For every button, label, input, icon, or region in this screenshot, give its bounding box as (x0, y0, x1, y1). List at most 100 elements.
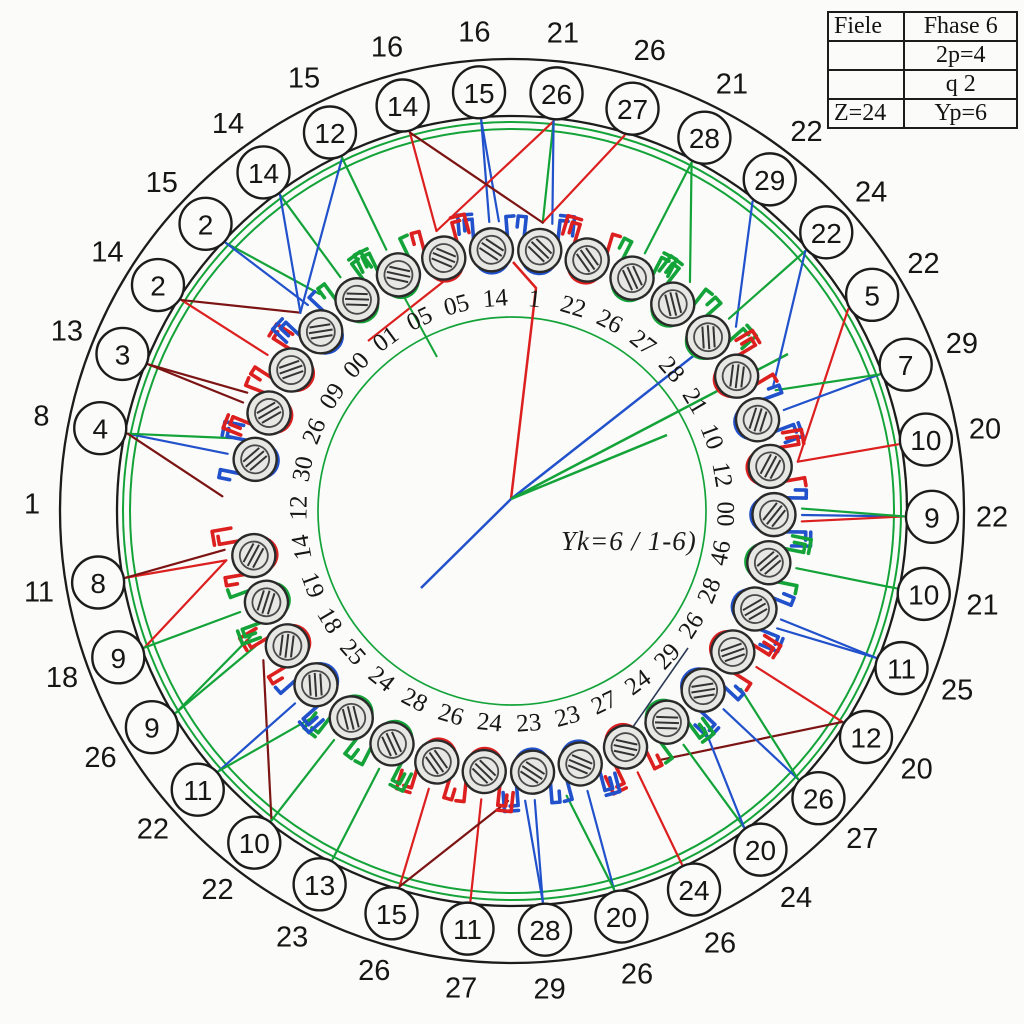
screw-head-inner (469, 756, 500, 787)
inner-number-label: 14 (482, 284, 510, 313)
screw-head-inner (421, 747, 452, 777)
outer-number-label: 14 (91, 237, 123, 269)
screw-slot-line (242, 447, 260, 463)
screw-slot-line (764, 455, 778, 478)
screw-slot-line (309, 323, 331, 329)
outer-number-label: 29 (946, 328, 978, 360)
coil-symbol (515, 213, 577, 276)
screw-slot-line (308, 674, 312, 696)
screw-slot-line (245, 450, 265, 468)
coil-hook-tip (228, 415, 242, 431)
screw-slot-line (721, 647, 745, 658)
slot-circle: 15 (451, 65, 507, 120)
slot-number-label: 26 (803, 784, 834, 815)
slot-circle-outline (178, 196, 233, 252)
screw-head-inner (717, 637, 748, 667)
screw-head-inner (693, 322, 723, 353)
slot-number-label: 9 (144, 713, 160, 744)
screw-head-inner (652, 707, 682, 738)
outer-number-label: 27 (445, 972, 477, 1004)
slot-circle-outline (70, 555, 126, 610)
coil-symbol (409, 212, 471, 283)
param-cell: Yp=6 (903, 98, 1018, 129)
coil-symbol (679, 667, 746, 740)
coil-hook-tip (409, 229, 421, 247)
coil-symbol (217, 419, 280, 483)
screw-slots (621, 265, 643, 291)
winding-wire (796, 443, 900, 463)
screw-slot-line (381, 736, 392, 757)
screw-slots (425, 749, 449, 775)
screw-slot-line (242, 543, 255, 563)
screw-slots (701, 325, 716, 350)
outer-number-label: 1 (24, 488, 40, 520)
screw-slot-line (691, 687, 716, 694)
slot-circle-outline (130, 257, 186, 313)
inner-number-label: 10 (695, 420, 729, 453)
screw-slot-line (478, 247, 499, 261)
slot-number-label: 26 (541, 79, 572, 110)
hub-phase-line (509, 261, 538, 500)
inner-number-ring: 14 1 22 26272821101200462826292427232324262… (285, 284, 738, 738)
slot-number-label: 10 (908, 579, 939, 610)
stator-outer-circle (58, 57, 966, 965)
coil-bracket (388, 772, 414, 793)
screw-slot-line (664, 294, 672, 317)
screw-slots (742, 598, 768, 621)
coil-hook-tip (792, 540, 807, 555)
inner-number-label: 27 (587, 685, 621, 720)
screw-slot-line (712, 326, 716, 348)
screw-slot-line (724, 653, 746, 663)
slot-circle: 20 (594, 889, 649, 944)
winding-wire (703, 726, 745, 829)
winding-wire (660, 720, 844, 761)
inner-number-label: 30 (287, 454, 318, 484)
coil-symbol (644, 698, 716, 765)
coil-hook-tip (705, 295, 723, 307)
screw-slot-line (720, 642, 742, 652)
screw-slot-line (744, 602, 767, 617)
inner-number-label: 05 (441, 289, 472, 322)
screw-slot-line (289, 635, 295, 658)
winding-wire (565, 794, 616, 891)
slot-number-label: 2 (198, 209, 214, 240)
slot-number-label: 14 (387, 91, 418, 122)
screw-head-inner (688, 675, 719, 706)
slot-circle-outline (440, 901, 495, 956)
table-row: 2p=4 (826, 40, 1018, 71)
param-cell (826, 69, 906, 100)
screw-slot-line (525, 761, 546, 775)
coil-symbol (248, 322, 316, 393)
inner-number-label: 18 (311, 603, 347, 638)
coil-symbol (353, 719, 415, 793)
coil-hook-tip (617, 236, 634, 250)
screw-slot-line (310, 334, 333, 340)
screw-slot-line (626, 266, 639, 290)
screw-slot-line (753, 408, 763, 432)
screw-slot-line (481, 241, 503, 257)
coil-symbol (352, 233, 422, 300)
slot-circle-outline (170, 762, 225, 817)
slot-circle: 11 (874, 640, 929, 696)
winding-wire (174, 635, 252, 714)
slot-circle-outline (91, 630, 146, 685)
slot-number-label: 15 (463, 78, 494, 109)
screw-slot-line (691, 682, 714, 688)
coil-bracket (448, 212, 471, 235)
screw-slots (654, 715, 679, 730)
coil-hook-tip (248, 365, 262, 382)
slot-number-label: 24 (678, 875, 709, 906)
slot-circle-outline (733, 822, 788, 877)
slot-number-label: 20 (606, 902, 637, 933)
winding-wire (636, 771, 683, 866)
outer-number-label: 20 (900, 753, 932, 785)
winding-wire (331, 767, 381, 861)
winding-wire (278, 193, 342, 279)
winding-wire (408, 131, 438, 233)
outer-number-label: 16 (371, 32, 403, 64)
inner-number-label: 25 (334, 634, 371, 671)
outer-number-label: 24 (855, 177, 887, 209)
slot-circle-outline (904, 489, 960, 545)
coil-hook-tip (762, 640, 776, 657)
slot-circle: 9 (91, 630, 146, 685)
